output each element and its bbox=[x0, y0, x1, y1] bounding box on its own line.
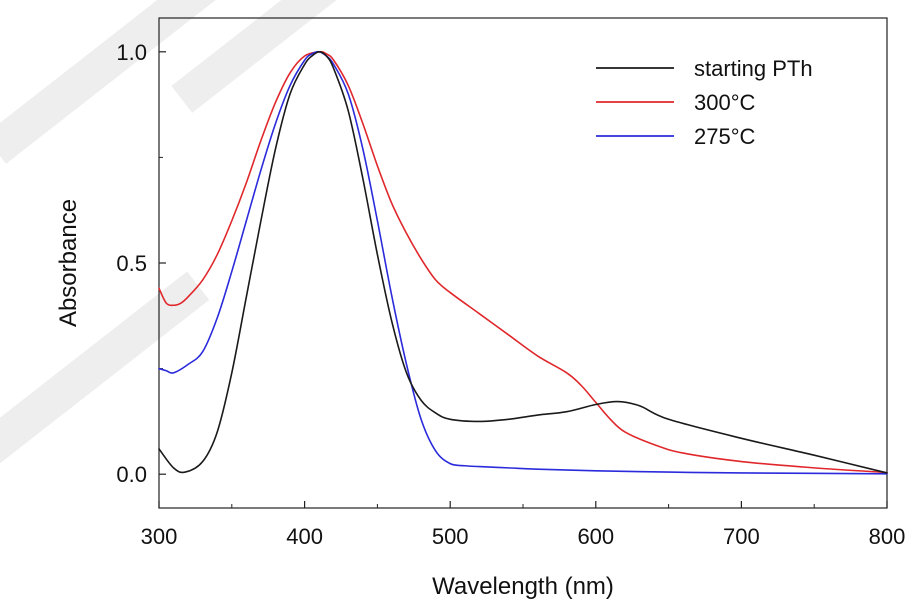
plot-frame bbox=[158, 17, 888, 509]
x-axis-title: Wavelength (nm) bbox=[432, 573, 614, 600]
x-tick-label: 600 bbox=[577, 524, 614, 549]
y-tick-label: 1.0 bbox=[116, 40, 147, 65]
series-line-0 bbox=[158, 50, 888, 474]
x-tick-label: 500 bbox=[432, 524, 469, 549]
series-line-1 bbox=[158, 50, 888, 474]
x-tick-label: 300 bbox=[141, 524, 178, 549]
legend-label: starting PTh bbox=[694, 56, 813, 81]
legend-label: 300°C bbox=[694, 90, 756, 115]
y-axis-title: Absorbance bbox=[55, 199, 82, 327]
y-tick-label: 0.0 bbox=[116, 462, 147, 487]
x-axis-ticks: 300 400 500 600 700 800 bbox=[141, 501, 906, 549]
x-tick-label: 700 bbox=[723, 524, 760, 549]
x-tick-label: 400 bbox=[286, 524, 323, 549]
y-axis-ticks: 0.0 0.5 1.0 bbox=[116, 40, 166, 487]
legend-label: 275°C bbox=[694, 124, 756, 149]
series-line-2 bbox=[158, 50, 888, 475]
legend: starting PTh 300°C 275°C bbox=[596, 56, 813, 149]
series-group bbox=[158, 50, 888, 475]
y-tick-label: 0.5 bbox=[116, 251, 147, 276]
x-tick-label: 800 bbox=[869, 524, 906, 549]
